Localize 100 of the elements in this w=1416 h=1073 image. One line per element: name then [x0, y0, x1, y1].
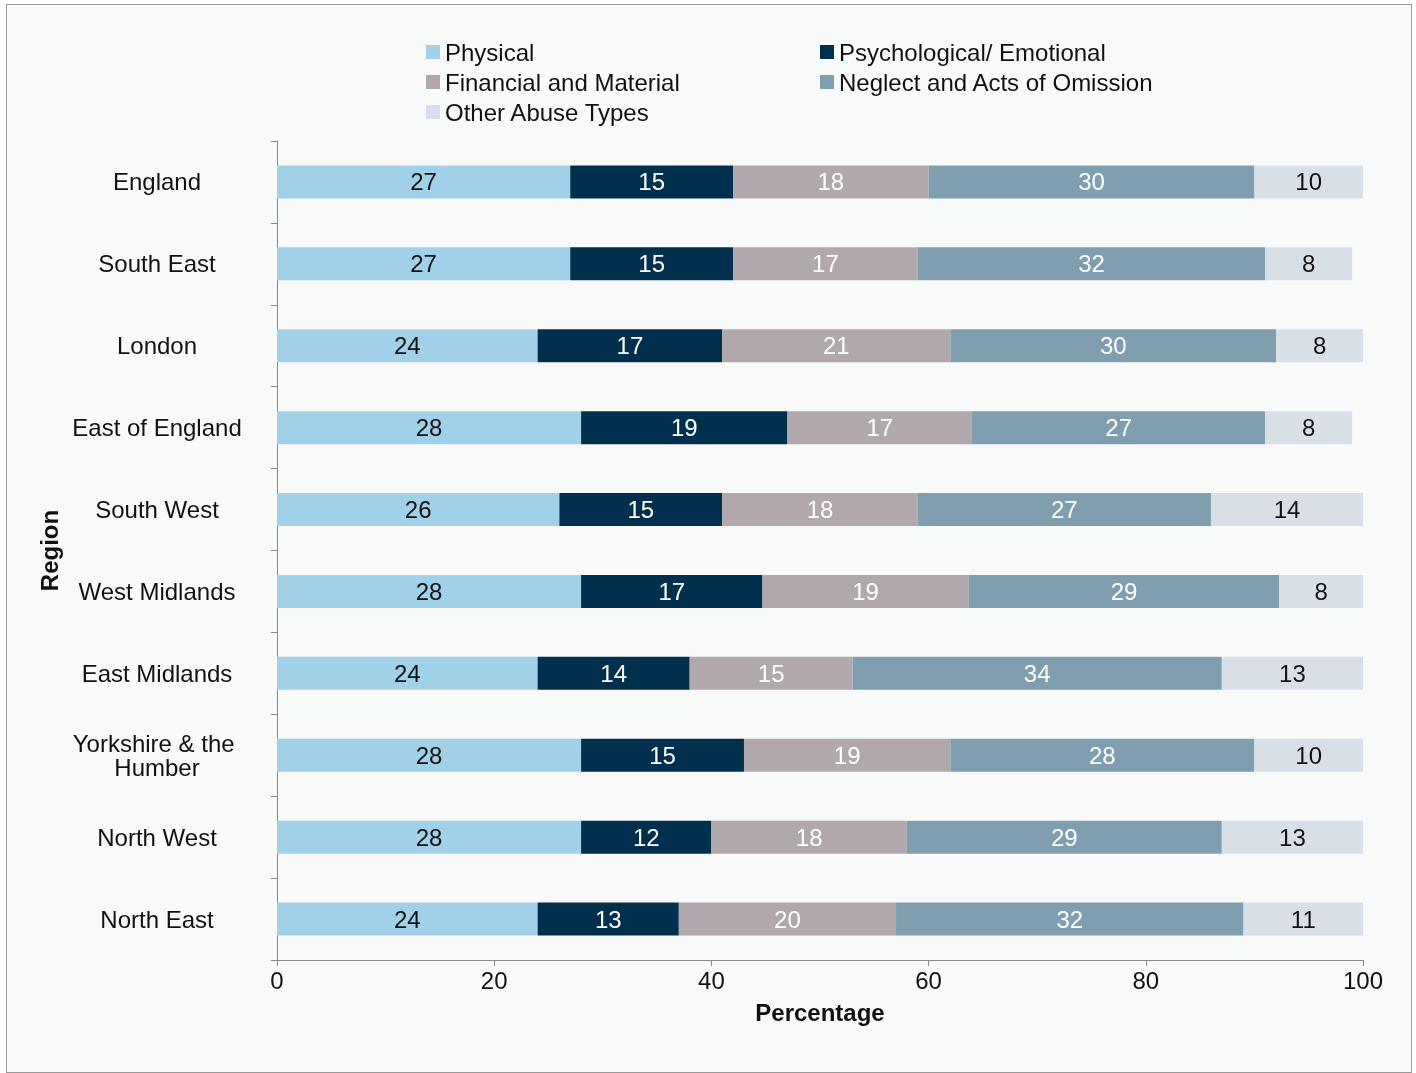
- bar: [537, 329, 723, 363]
- data-label: 29: [1110, 577, 1138, 605]
- bar: [733, 165, 929, 199]
- bar: [1279, 574, 1363, 608]
- data-label: 19: [852, 577, 879, 605]
- bar: [277, 902, 538, 936]
- legend-label: Psychological/ Emotional: [839, 38, 1106, 66]
- data-label: 27: [410, 168, 437, 196]
- bar: [581, 574, 763, 608]
- data-label: 15: [757, 659, 785, 687]
- y-tick-label: East Midlands: [81, 659, 233, 687]
- bar: [277, 329, 538, 363]
- bar: [277, 820, 582, 854]
- bar: [787, 411, 973, 445]
- data-label: 21: [822, 332, 850, 360]
- bar: [743, 738, 951, 772]
- y-tick-label: England: [112, 168, 202, 196]
- data-label: 12: [632, 823, 660, 851]
- y-tick-label: North East: [100, 905, 215, 933]
- y-tick-label: North West: [97, 823, 218, 851]
- x-tick-label: 40: [698, 966, 725, 994]
- data-label: 28: [415, 414, 443, 442]
- bar: [537, 656, 690, 690]
- bar: [277, 165, 571, 199]
- bar: [277, 656, 538, 690]
- data-label: 8: [1312, 332, 1327, 360]
- data-label: 27: [1105, 414, 1132, 442]
- bar: [722, 493, 918, 527]
- data-label: 8: [1302, 414, 1316, 442]
- bar: [950, 329, 1277, 363]
- x-tick-label: 100: [1342, 966, 1384, 994]
- data-label: 15: [638, 250, 666, 278]
- x-tick-label: 80: [1132, 966, 1160, 994]
- bar: [722, 329, 951, 363]
- bar: [1276, 329, 1363, 363]
- bar: [733, 247, 918, 281]
- bar: [277, 493, 560, 527]
- y-tick-label: South West: [95, 496, 220, 524]
- bar: [1265, 247, 1353, 281]
- data-label: 19: [670, 414, 698, 442]
- bar: [277, 738, 582, 772]
- data-label: 18: [817, 168, 845, 196]
- data-label: 28: [415, 741, 443, 769]
- bar: [906, 820, 1222, 854]
- data-label: 30: [1078, 168, 1105, 196]
- data-label: 30: [1099, 332, 1127, 360]
- data-label: 28: [415, 823, 443, 851]
- x-tick-label: 0: [270, 966, 284, 994]
- data-label: 29: [1051, 823, 1078, 851]
- bar: [852, 656, 1222, 690]
- y-tick-label: West Midlands: [78, 577, 236, 605]
- data-label: 14: [1273, 496, 1301, 524]
- bar: [581, 738, 744, 772]
- x-tick-label: 60: [915, 966, 942, 994]
- bar: [762, 574, 969, 608]
- data-label: 32: [1056, 905, 1084, 933]
- data-label: 13: [1279, 659, 1306, 687]
- bar: [928, 165, 1255, 199]
- legend-label: Physical: [445, 38, 535, 66]
- data-label: 14: [600, 659, 628, 687]
- y-tick-label: London: [116, 332, 198, 360]
- bar: [570, 247, 734, 281]
- bar: [968, 574, 1280, 608]
- data-label: 8: [1302, 250, 1316, 278]
- legend-label: Neglect and Acts of Omission: [839, 68, 1153, 96]
- data-label: 18: [795, 823, 823, 851]
- data-label: 17: [866, 414, 894, 442]
- bar: [972, 411, 1266, 445]
- bar: [1243, 902, 1363, 936]
- bar: [570, 165, 734, 199]
- data-label: 17: [812, 250, 839, 278]
- bar: [917, 247, 1266, 281]
- data-label: 19: [833, 741, 861, 769]
- data-label: 13: [594, 905, 622, 933]
- data-label: 18: [806, 496, 834, 524]
- data-label: 24: [393, 905, 421, 933]
- data-label: 15: [638, 168, 666, 196]
- data-label: 20: [774, 905, 801, 933]
- data-label: 28: [1089, 741, 1116, 769]
- data-label: 13: [1279, 823, 1306, 851]
- bar: [896, 902, 1244, 936]
- bar: [559, 493, 723, 527]
- bar: [1265, 411, 1353, 445]
- bar: [917, 493, 1211, 527]
- data-label: 32: [1078, 250, 1105, 278]
- bar: [711, 820, 907, 854]
- bar: [581, 820, 712, 854]
- bar: [1210, 493, 1363, 527]
- bar: [689, 656, 853, 690]
- bar: [1221, 656, 1363, 690]
- bar: [678, 902, 897, 936]
- bar: [277, 411, 582, 445]
- x-tick-label: 20: [480, 966, 508, 994]
- bar: [277, 247, 571, 281]
- y-tick-label: South East: [98, 250, 217, 278]
- data-label: 28: [415, 577, 443, 605]
- data-label: 10: [1295, 741, 1323, 769]
- y-tick-label: Yorkshire & the Humber: [72, 729, 242, 781]
- bar: [1254, 165, 1363, 199]
- data-label: 10: [1295, 168, 1323, 196]
